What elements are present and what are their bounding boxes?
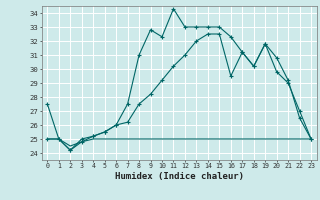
X-axis label: Humidex (Indice chaleur): Humidex (Indice chaleur) [115, 172, 244, 181]
